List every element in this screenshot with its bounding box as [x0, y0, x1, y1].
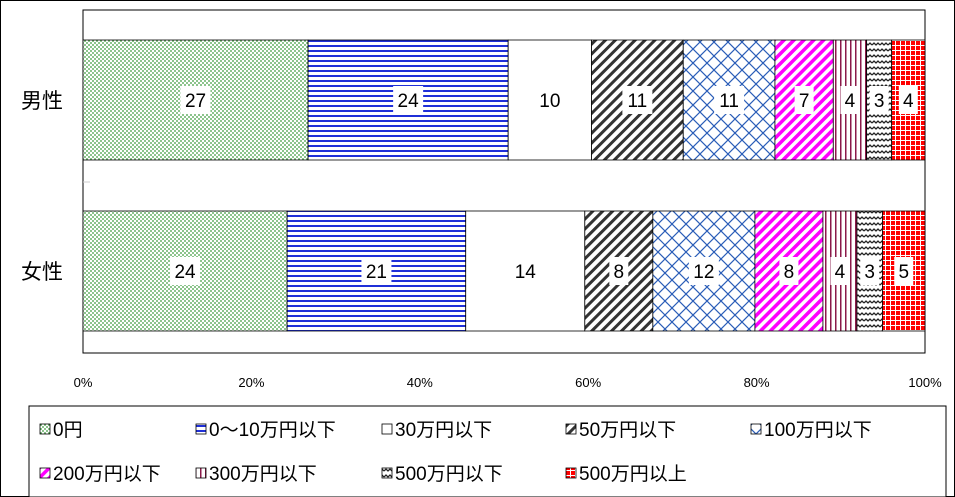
data-label-bg [361, 257, 392, 285]
x-tick-label: 100% [908, 375, 942, 390]
data-label-bg [779, 257, 799, 285]
x-tick-label: 20% [238, 375, 264, 390]
x-tick-label: 0% [74, 375, 93, 390]
data-label: 11 [719, 91, 739, 112]
legend-swatch [195, 467, 207, 479]
legend-swatch [195, 423, 207, 435]
legend-label: 50万円以下 [579, 420, 676, 441]
data-label-bg [830, 257, 850, 285]
legend-label: 30万円以下 [395, 420, 492, 441]
data-label: 11 [628, 91, 648, 112]
bars-layer: 27 24 10 11 11 7 4 3 424 21 14 8 12 8 4 3 5 [82, 39, 926, 332]
data-label: 24 [398, 91, 420, 112]
legend-box [28, 405, 947, 497]
x-tick-label: 60% [575, 375, 601, 390]
legend: 0円 0～10万円以下 30万円以下 50万円以下 100万円以下 200万円以下 300万… [39, 420, 872, 485]
legend-label: 500万円以上 [579, 463, 687, 485]
legend-swatch [565, 467, 577, 479]
data-label: 10 [539, 91, 560, 112]
data-label-bg [534, 86, 565, 114]
data-label-bg [609, 257, 629, 285]
data-label-bg [869, 86, 889, 114]
data-label: 5 [898, 262, 909, 283]
data-label: 8 [784, 262, 795, 283]
data-label: 7 [799, 91, 810, 112]
data-label: 4 [903, 91, 914, 112]
data-label-bg [510, 257, 541, 285]
data-label-bg [170, 257, 201, 285]
data-label-bg [180, 86, 211, 114]
data-label: 14 [515, 262, 537, 283]
category-label: 男性 [21, 90, 63, 113]
legend-label: 500万円以下 [395, 464, 503, 485]
data-label: 8 [614, 262, 625, 283]
legend-swatch [381, 467, 393, 479]
data-label: 4 [835, 262, 846, 283]
legend-label: 200万円以下 [53, 464, 161, 485]
data-label-bg [894, 257, 914, 285]
legend-label: 100万円以下 [764, 420, 872, 441]
legend-label: 0～10万円以下 [209, 420, 336, 441]
data-label: 21 [366, 262, 387, 283]
legend-label: 0円 [53, 420, 83, 441]
data-label-bg [794, 86, 814, 114]
legend-swatch [39, 423, 51, 435]
data-label: 4 [845, 91, 856, 112]
data-label-bg [898, 86, 918, 114]
x-tick-labels: 0% 20% 40% 60% 80% 100% [74, 375, 942, 390]
legend-swatch [381, 423, 393, 435]
legend-swatch [39, 467, 51, 479]
x-tick-label: 80% [744, 375, 770, 390]
data-label-bg [860, 257, 880, 285]
data-label: 24 [174, 262, 196, 283]
x-tick-label: 40% [407, 375, 433, 390]
data-label: 3 [864, 262, 875, 283]
data-label: 27 [185, 91, 206, 112]
data-label-bg [714, 86, 745, 114]
data-label-bg [622, 86, 653, 114]
data-label-bg [688, 257, 719, 285]
category-label: 女性 [21, 261, 63, 284]
data-label-bg [393, 86, 424, 114]
data-label: 3 [874, 91, 885, 112]
data-label-bg [840, 86, 860, 114]
legend-swatch [565, 423, 577, 435]
legend-swatch [750, 423, 762, 435]
legend-label: 300万円以下 [209, 464, 317, 485]
data-label: 12 [693, 262, 714, 283]
